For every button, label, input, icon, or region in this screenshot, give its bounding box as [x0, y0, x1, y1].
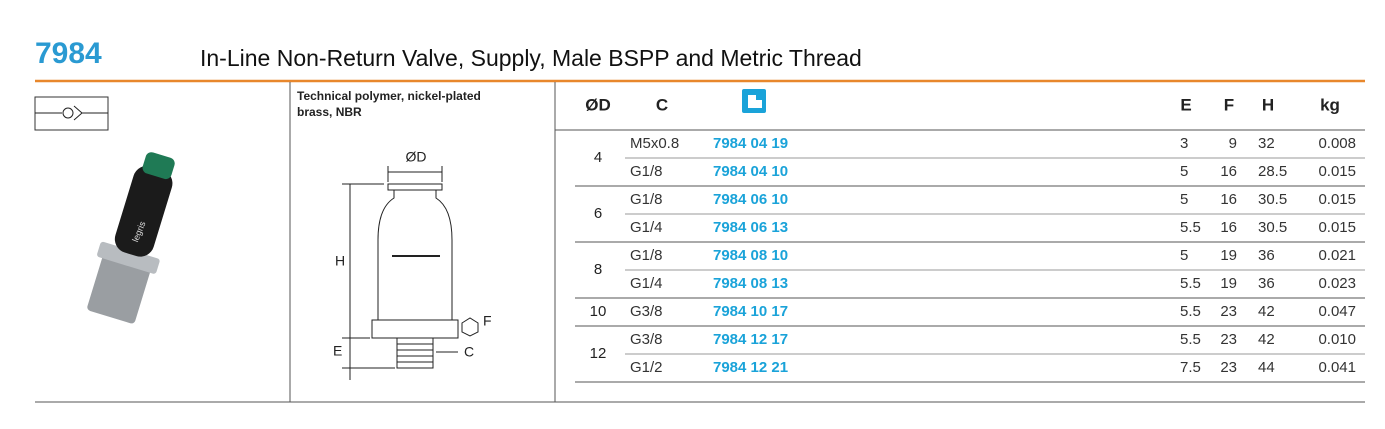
- column-header: kg: [1320, 95, 1340, 114]
- cell: 23: [1220, 359, 1237, 376]
- cell-code: 7984 12 17: [713, 331, 788, 348]
- cell: G1/8: [630, 163, 663, 180]
- cell: 9: [1229, 135, 1237, 152]
- cell-code: 7984 12 21: [713, 359, 788, 376]
- cell: 42: [1258, 303, 1275, 320]
- cell: 44: [1258, 359, 1275, 376]
- material-line: brass, NBR: [297, 105, 362, 119]
- cell-code: 7984 04 19: [713, 135, 788, 152]
- cell: 5: [1180, 247, 1188, 264]
- material-line: Technical polymer, nickel-plated: [297, 89, 481, 103]
- cell: G1/4: [630, 219, 663, 236]
- cell: 36: [1258, 275, 1275, 292]
- cell: 0.021: [1318, 247, 1356, 264]
- product-code: 7984: [35, 37, 102, 70]
- cell: 0.015: [1318, 219, 1356, 236]
- cell: 16: [1220, 219, 1237, 236]
- cell: 28.5: [1258, 163, 1287, 180]
- cell: 30.5: [1258, 191, 1287, 208]
- cell: 3: [1180, 135, 1188, 152]
- dim-label: H: [335, 253, 345, 269]
- cell: 32: [1258, 135, 1275, 152]
- cell: M5x0.8: [630, 135, 679, 152]
- cell: 5.5: [1180, 219, 1201, 236]
- dim-label: ØD: [406, 149, 427, 165]
- cell: 0.023: [1318, 275, 1356, 292]
- product-photo: legris: [87, 152, 175, 324]
- cell: 19: [1220, 247, 1237, 264]
- cell: 5.5: [1180, 275, 1201, 292]
- cell: 0.010: [1318, 331, 1356, 348]
- cell: 16: [1220, 163, 1237, 180]
- cell-code: 7984 06 10: [713, 191, 788, 208]
- cell-d: 4: [594, 149, 602, 166]
- dim-label: F: [483, 313, 492, 329]
- column-header: F: [1224, 95, 1234, 114]
- cell: 0.015: [1318, 163, 1356, 180]
- cell-code: 7984 04 10: [713, 163, 788, 180]
- dim-label: C: [464, 344, 474, 360]
- cell: 5.5: [1180, 331, 1201, 348]
- cell-d: 10: [590, 303, 607, 320]
- cell: G1/4: [630, 275, 663, 292]
- cell-d: 12: [590, 345, 607, 362]
- cell-code: 7984 08 13: [713, 275, 788, 292]
- cell: G3/8: [630, 331, 663, 348]
- cell: 7.5: [1180, 359, 1201, 376]
- code-icon: [742, 89, 766, 113]
- dim-label: E: [333, 343, 342, 359]
- cell: 0.041: [1318, 359, 1356, 376]
- cell-d: 8: [594, 261, 602, 278]
- cell: 16: [1220, 191, 1237, 208]
- column-header: ØD: [585, 95, 611, 114]
- cell-d: 6: [594, 205, 602, 222]
- cell: G1/8: [630, 191, 663, 208]
- column-header: C: [656, 95, 668, 114]
- cell: 0.008: [1318, 135, 1356, 152]
- cell: 5: [1180, 163, 1188, 180]
- cell-code: 7984 08 10: [713, 247, 788, 264]
- cell: 23: [1220, 303, 1237, 320]
- cell: G3/8: [630, 303, 663, 320]
- valve-symbol: [34, 96, 109, 131]
- cell: 5.5: [1180, 303, 1201, 320]
- cell: 36: [1258, 247, 1275, 264]
- cell: 0.047: [1318, 303, 1356, 320]
- cell: 30.5: [1258, 219, 1287, 236]
- cell: G1/2: [630, 359, 663, 376]
- cell: 0.015: [1318, 191, 1356, 208]
- cell: 23: [1220, 331, 1237, 348]
- product-title: In-Line Non-Return Valve, Supply, Male B…: [200, 45, 862, 71]
- cell: 42: [1258, 331, 1275, 348]
- cell: 5: [1180, 191, 1188, 208]
- cell: G1/8: [630, 247, 663, 264]
- cell: 19: [1220, 275, 1237, 292]
- column-header: E: [1180, 95, 1191, 114]
- column-header: H: [1262, 95, 1274, 114]
- cell-code: 7984 06 13: [713, 219, 788, 236]
- dimension-drawing: [342, 166, 479, 380]
- cell-code: 7984 10 17: [713, 303, 788, 320]
